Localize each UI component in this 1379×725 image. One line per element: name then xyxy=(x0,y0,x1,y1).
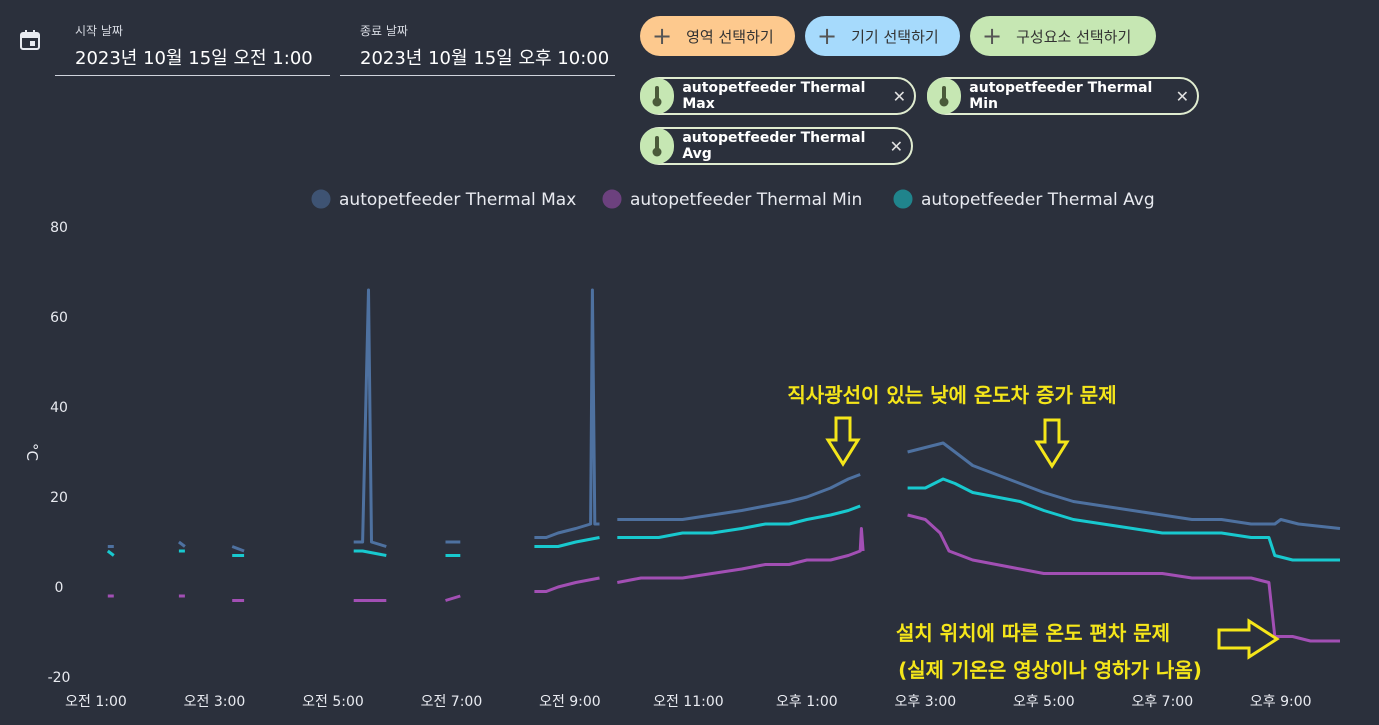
y-tick-label: 60 xyxy=(50,310,68,326)
series-line-avg xyxy=(907,477,1340,562)
series-line-max xyxy=(534,288,600,539)
series-line-avg xyxy=(617,504,861,539)
annotations: 직사광선이 있는 낮에 온도차 증가 문제 설치 위치에 따른 온도 편차 문제… xyxy=(787,383,1280,682)
y-tick-label: 80 xyxy=(50,220,68,236)
series-line-min xyxy=(445,594,461,602)
chip-label: autopetfeeder Thermal Avg xyxy=(682,130,866,162)
chip-thermal-min[interactable]: autopetfeeder Thermal Min ✕ xyxy=(927,77,1199,115)
series-line-min xyxy=(617,527,865,584)
chip-thermal-max[interactable]: autopetfeeder Thermal Max ✕ xyxy=(640,77,916,115)
end-date-label: 종료 날짜 xyxy=(360,24,408,38)
x-tick-label: 오전 5:00 xyxy=(302,694,364,710)
series-line-avg xyxy=(534,536,600,548)
series-line-avg xyxy=(353,549,387,557)
arrow-down-icon xyxy=(825,416,861,467)
legend-label[interactable]: autopetfeeder Thermal Avg xyxy=(921,190,1155,210)
close-icon[interactable]: ✕ xyxy=(1175,86,1189,106)
legend: autopetfeeder Thermal Max autopetfeeder T… xyxy=(311,189,1155,210)
start-date-value[interactable]: 2023년 10월 15일 오전 1:00 xyxy=(75,48,313,69)
select-area-label: 영역 선택하기 xyxy=(686,27,774,46)
plus-icon: + xyxy=(817,22,838,50)
series-line-max xyxy=(231,545,245,553)
plus-icon: + xyxy=(982,22,1003,50)
series-line-max xyxy=(353,288,387,548)
y-tick-label: 40 xyxy=(50,400,68,416)
x-tick-label: 오후 7:00 xyxy=(1131,694,1193,710)
close-icon[interactable]: ✕ xyxy=(892,86,906,106)
chip-label: autopetfeeder Thermal Max xyxy=(682,80,866,112)
series-line-min xyxy=(534,576,600,593)
thermometer-icon xyxy=(640,78,675,114)
legend-marker xyxy=(311,189,331,209)
end-date-value[interactable]: 2023년 10월 15일 오후 10:00 xyxy=(360,48,610,69)
plus-icon: + xyxy=(652,22,673,50)
annotation-daytime: 직사광선이 있는 낮에 온도차 증가 문제 xyxy=(787,383,1116,407)
annotation-location: 설치 위치에 따른 온도 편차 문제 xyxy=(896,621,1170,645)
legend-marker xyxy=(602,189,622,209)
series-line-avg xyxy=(106,549,115,557)
close-icon[interactable]: ✕ xyxy=(889,136,903,156)
chip-thermal-avg[interactable]: autopetfeeder Thermal Avg ✕ xyxy=(640,127,913,165)
series-line-min xyxy=(907,513,1340,643)
x-tick-label: 오후 9:00 xyxy=(1250,694,1312,710)
arrow-right-icon xyxy=(1217,618,1280,660)
x-tick-label: 오후 5:00 xyxy=(1013,694,1075,710)
thermometer-icon xyxy=(640,128,675,164)
y-tick-label: 0 xyxy=(55,580,64,596)
select-device-label: 기기 선택하기 xyxy=(851,27,939,46)
y-axis-label: °C xyxy=(23,443,41,461)
chip-label: autopetfeeder Thermal Min xyxy=(969,80,1153,112)
y-axis-ticks: -20 0 20 40 60 80 xyxy=(48,220,71,686)
start-date-label: 시작 날짜 xyxy=(75,24,123,38)
y-tick-label: 20 xyxy=(50,490,68,506)
legend-label[interactable]: autopetfeeder Thermal Min xyxy=(630,190,862,210)
x-tick-label: 오후 1:00 xyxy=(776,694,838,710)
x-tick-label: 오전 3:00 xyxy=(184,694,246,710)
legend-label[interactable]: autopetfeeder Thermal Max xyxy=(339,190,576,210)
arrow-down-icon xyxy=(1034,418,1070,469)
series-line-max xyxy=(177,540,186,548)
legend-marker xyxy=(893,189,913,209)
x-axis-ticks: 오전 1:00 오전 3:00 오전 5:00 오전 7:00 오전 9:00 오전 11… xyxy=(65,694,1311,710)
thermometer-icon xyxy=(927,78,962,114)
calendar-icon[interactable] xyxy=(18,28,42,52)
select-area-button[interactable]: + 영역 선택하기 xyxy=(640,16,795,56)
x-tick-label: 오전 9:00 xyxy=(539,694,601,710)
end-date-field[interactable]: 종료 날짜 2023년 10월 15일 오후 10:00 xyxy=(340,18,615,76)
select-component-label: 구성요소 선택하기 xyxy=(1016,27,1132,46)
y-tick-label: -20 xyxy=(48,670,71,686)
select-component-button[interactable]: + 구성요소 선택하기 xyxy=(970,16,1156,56)
series-line-max xyxy=(617,473,861,521)
series-group xyxy=(106,288,1341,643)
series-line-max xyxy=(907,441,1341,530)
x-tick-label: 오전 11:00 xyxy=(653,694,724,710)
select-device-button[interactable]: + 기기 선택하기 xyxy=(805,16,960,56)
annotation-location-note: (실제 기온은 영상이나 영하가 나옴) xyxy=(898,658,1202,682)
x-tick-label: 오전 1:00 xyxy=(65,694,127,710)
x-tick-label: 오전 7:00 xyxy=(421,694,483,710)
start-date-field[interactable]: 시작 날짜 2023년 10월 15일 오전 1:00 xyxy=(55,18,330,76)
x-tick-label: 오후 3:00 xyxy=(895,694,957,710)
